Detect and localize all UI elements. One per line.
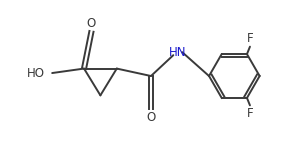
Text: O: O <box>87 17 96 30</box>
Text: HO: HO <box>27 66 45 80</box>
Text: O: O <box>147 111 155 124</box>
Text: F: F <box>247 32 253 45</box>
Text: HN: HN <box>169 46 187 59</box>
Text: F: F <box>247 107 253 120</box>
